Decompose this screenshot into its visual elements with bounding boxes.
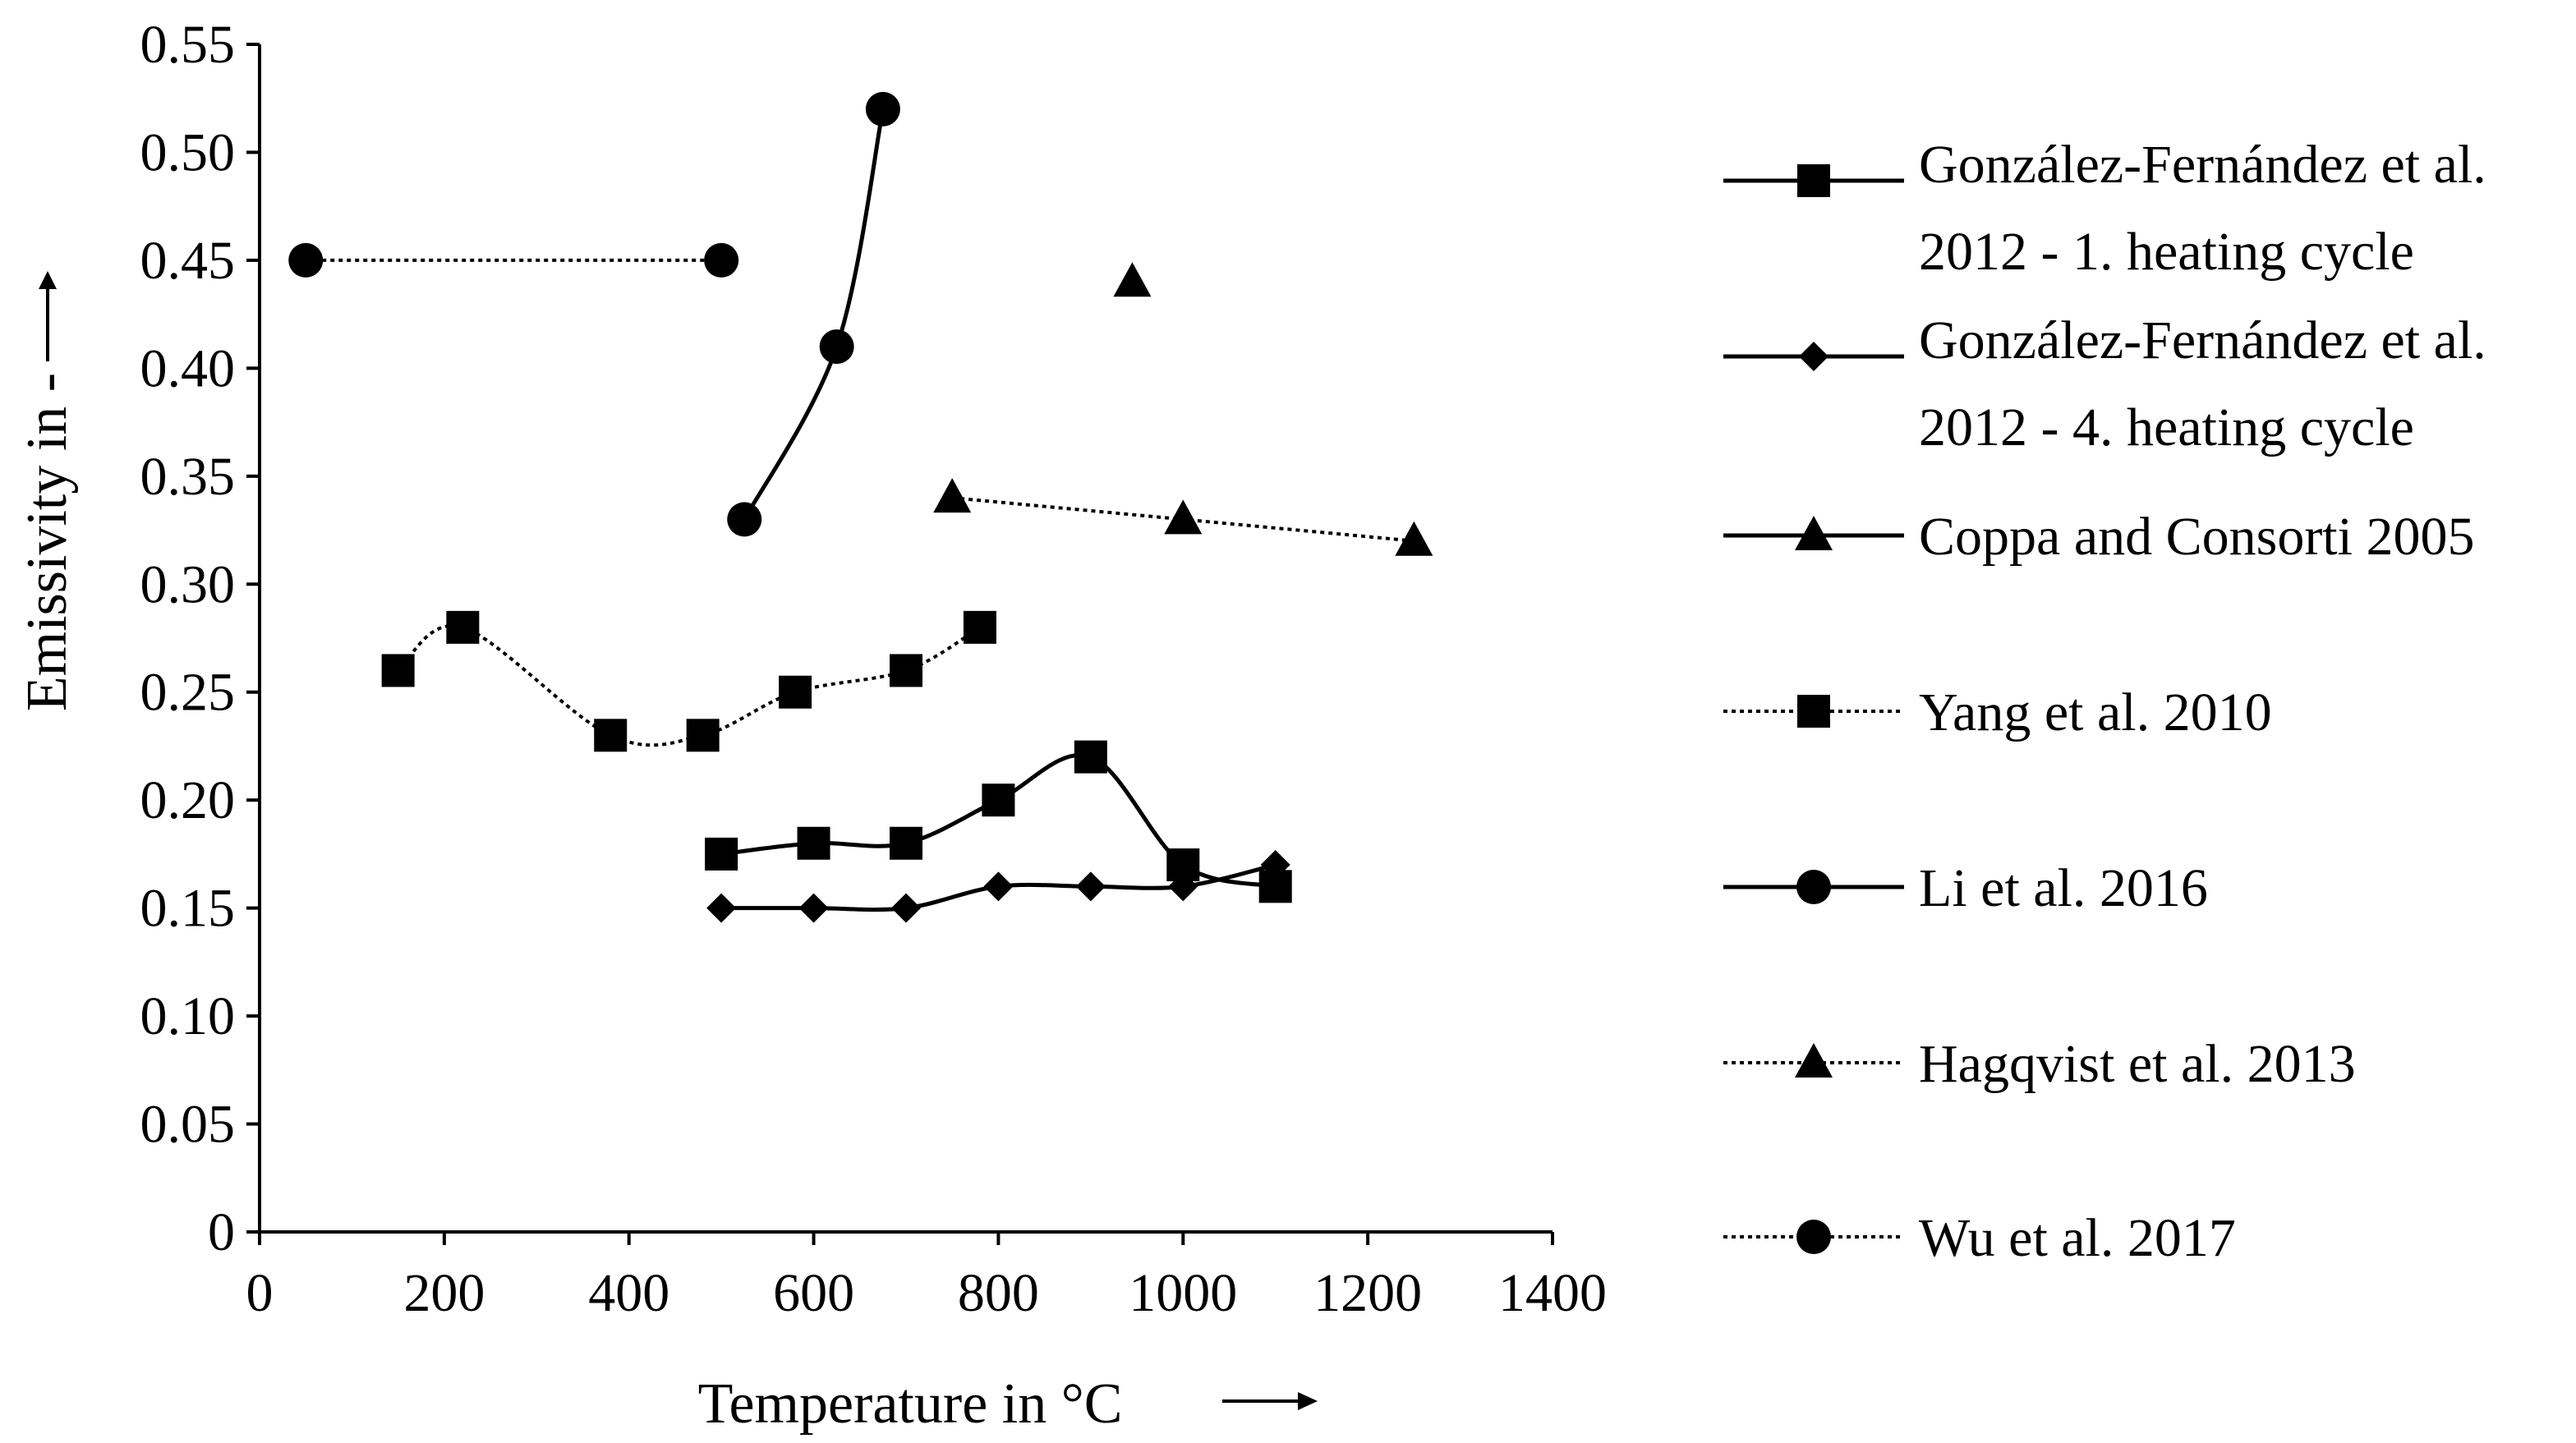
legend-label: 2012 - 4. heating cycle (1919, 398, 2414, 457)
data-point (890, 654, 922, 687)
legend-item: Hagqvist et al. 2013 (1723, 1034, 2356, 1094)
legend-label: 2012 - 1. heating cycle (1919, 222, 2414, 282)
data-point (1164, 499, 1203, 535)
series-1 (706, 850, 1290, 923)
y-ticks: 0 0.05 0.10 0.15 0.20 0.25 0.30 0.35 0.40 0.45 0.5… (140, 15, 260, 1262)
y-tick-label: 0.10 (140, 986, 236, 1046)
y-tick-label: 0.25 (140, 663, 236, 723)
y-tick-label: 0.55 (140, 15, 236, 75)
x-tick-label: 400 (588, 1263, 669, 1323)
axes: 0 0.05 0.10 0.15 0.20 0.25 0.30 0.35 0.40 0.45 0.5… (140, 15, 1608, 1323)
x-tick-label: 600 (773, 1263, 854, 1323)
y-tick-label: 0.20 (140, 770, 236, 830)
x-axis-arrow (1222, 1392, 1318, 1410)
x-ticks: 0 200 400 600 800 1000 1200 1400 (246, 1232, 1607, 1323)
legend-label: González-Fernández et al. (1919, 135, 2486, 195)
data-point (704, 242, 739, 278)
x-tick-label: 200 (403, 1263, 485, 1323)
legend-item: González-Fernández et al. 2012 - 4. heati… (1723, 310, 2486, 457)
data-point (1168, 871, 1198, 902)
legend-marker (1799, 342, 1828, 371)
data-point (890, 826, 922, 860)
data-point (1113, 262, 1152, 297)
data-point (1074, 740, 1107, 774)
legend-label: Coppa and Consorti 2005 (1919, 507, 2474, 567)
data-point (891, 893, 921, 923)
y-tick-label: 0 (208, 1202, 235, 1262)
data-point (705, 837, 738, 871)
legend-item: Li et al. 2016 (1723, 858, 2208, 918)
data-point (727, 502, 762, 537)
legend-item: Yang et al. 2010 (1723, 682, 2272, 742)
x-tick-label: 1400 (1498, 1263, 1607, 1323)
legend-marker (1796, 1220, 1831, 1254)
data-point (381, 654, 415, 687)
y-tick-label: 0.50 (140, 122, 236, 182)
legend-label: Wu et al. 2017 (1919, 1208, 2236, 1268)
series-5 (933, 478, 1433, 556)
legend: González-Fernández et al. 2012 - 1. heati… (1723, 135, 2486, 1268)
legend-marker (1795, 1043, 1833, 1078)
data-point (983, 871, 1014, 902)
data-point (288, 242, 324, 278)
series-line (743, 108, 886, 521)
series-3 (381, 610, 996, 752)
data-point (779, 675, 812, 709)
data-point (933, 478, 972, 513)
y-tick-label: 0.05 (140, 1095, 236, 1155)
plot-area (288, 91, 1433, 923)
x-axis-title: Temperature in °C (698, 1372, 1123, 1436)
x-tick-label: 0 (246, 1263, 274, 1323)
x-tick-label: 800 (958, 1263, 1039, 1323)
legend-label: Yang et al. 2010 (1919, 682, 2272, 742)
legend-label: Li et al. 2016 (1919, 858, 2208, 918)
data-point (446, 610, 480, 644)
data-point (797, 826, 830, 860)
y-axis-arrow (39, 271, 57, 361)
data-point (982, 784, 1015, 817)
legend-marker (1796, 870, 1831, 904)
y-tick-label: 0.15 (140, 879, 236, 939)
data-point (865, 91, 900, 126)
data-point (594, 719, 628, 752)
series-0 (705, 740, 1292, 903)
x-tick-label: 1000 (1129, 1263, 1237, 1323)
y-tick-label: 0.35 (140, 447, 236, 507)
data-point (1260, 850, 1290, 880)
data-point (706, 893, 737, 923)
series-6 (288, 242, 739, 278)
data-point (798, 893, 829, 923)
legend-item: Coppa and Consorti 2005 (1723, 507, 2474, 567)
data-point (963, 610, 996, 644)
y-tick-label: 0.45 (140, 231, 236, 291)
x-tick-label: 1200 (1313, 1263, 1422, 1323)
data-point (1395, 521, 1433, 556)
series-4 (727, 91, 900, 537)
data-point (819, 329, 854, 365)
legend-item: González-Fernández et al. 2012 - 1. heati… (1723, 135, 2486, 282)
y-tick-label: 0.30 (140, 554, 236, 614)
y-tick-label: 0.40 (140, 338, 236, 398)
legend-label: González-Fernández et al. (1919, 310, 2486, 370)
legend-marker (1797, 164, 1830, 197)
legend-label: Hagqvist et al. 2013 (1919, 1034, 2356, 1094)
legend-marker (1795, 516, 1833, 550)
data-point (686, 719, 720, 752)
data-point (1075, 871, 1106, 902)
y-axis-title: Emissivity in - (16, 373, 79, 711)
legend-marker (1797, 695, 1830, 728)
series-2 (1113, 262, 1152, 297)
legend-item: Wu et al. 2017 (1723, 1208, 2236, 1268)
